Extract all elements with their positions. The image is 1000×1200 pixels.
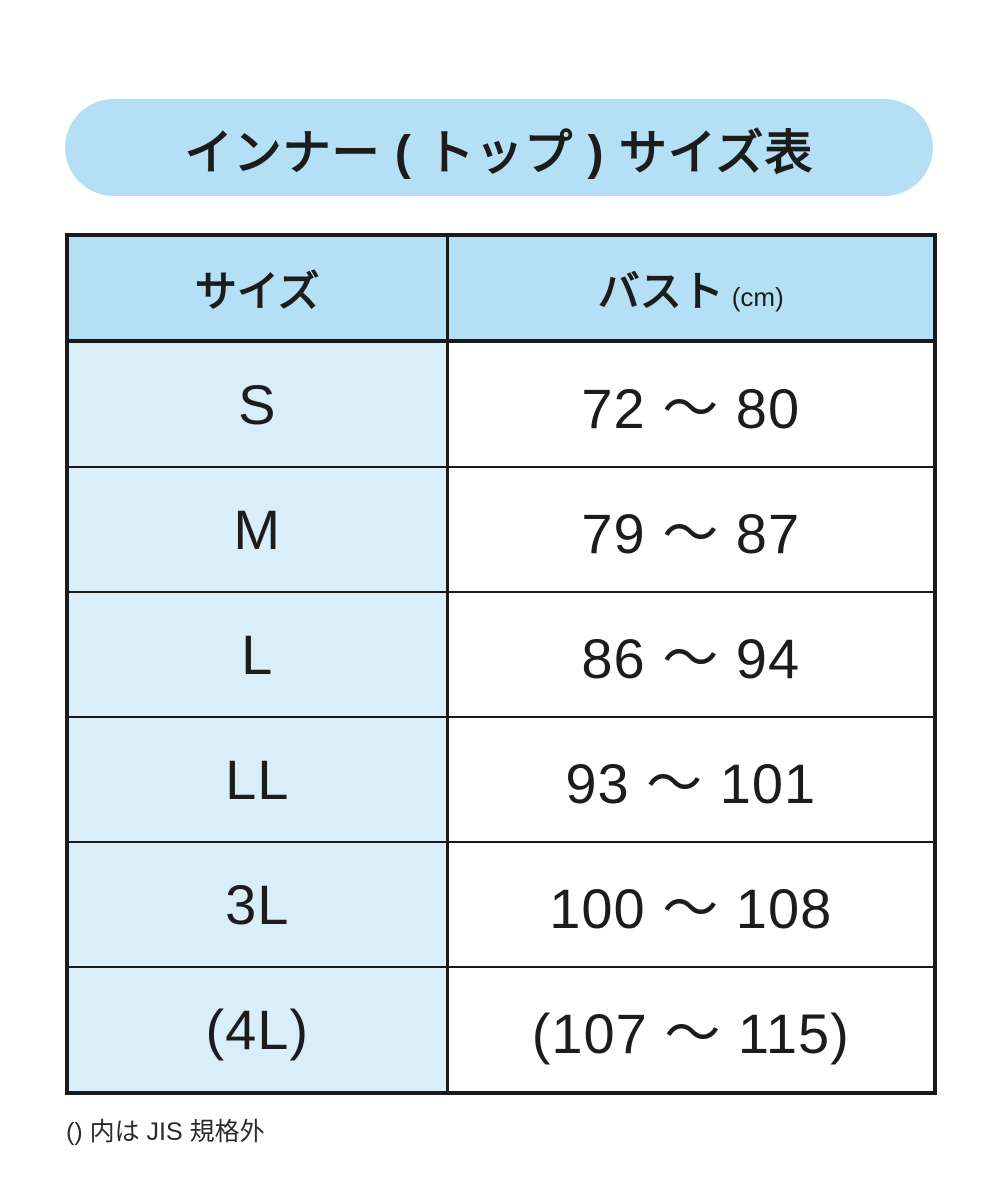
- size-cell: L: [66, 591, 449, 718]
- size-table: サイズ バスト (cm) S 72 ～ 80 M 79 ～ 87 L 86 ～ 9…: [65, 233, 937, 1095]
- bust-cell: 100 ～ 108: [446, 841, 936, 968]
- table-row: M 79 ～ 87: [66, 466, 936, 593]
- table-row: (4L) (107 ～ 115): [66, 966, 936, 1094]
- size-cell: S: [66, 340, 449, 468]
- bust-cell: 86 ～ 94: [446, 591, 936, 718]
- header-size-label: サイズ: [194, 267, 320, 315]
- size-cell: 3L: [66, 841, 449, 968]
- table-row: S 72 ～ 80: [66, 340, 936, 468]
- table-header-row: サイズ バスト (cm): [66, 234, 936, 343]
- bust-cell: 79 ～ 87: [446, 466, 936, 593]
- bust-cell: 93 ～ 101: [446, 716, 936, 843]
- bust-cell: 72 ～ 80: [446, 340, 936, 468]
- size-cell: LL: [66, 716, 449, 843]
- page-title-text: インナー ( トップ ) サイズ表: [184, 126, 814, 180]
- table-row: LL 93 ～ 101: [66, 716, 936, 843]
- footnote: () 内は JIS 規格外: [66, 1118, 265, 1146]
- header-bust-unit: (cm): [731, 281, 784, 312]
- page-title: インナー ( トップ ) サイズ表: [65, 99, 933, 196]
- header-bust: バスト (cm): [446, 234, 936, 343]
- size-cell: M: [66, 466, 449, 593]
- header-size: サイズ: [66, 234, 449, 343]
- bust-cell: (107 ～ 115): [446, 966, 936, 1094]
- table-row: L 86 ～ 94: [66, 591, 936, 718]
- size-cell: (4L): [66, 966, 449, 1094]
- header-bust-label: バスト: [597, 267, 724, 315]
- table-row: 3L 100 ～ 108: [66, 841, 936, 968]
